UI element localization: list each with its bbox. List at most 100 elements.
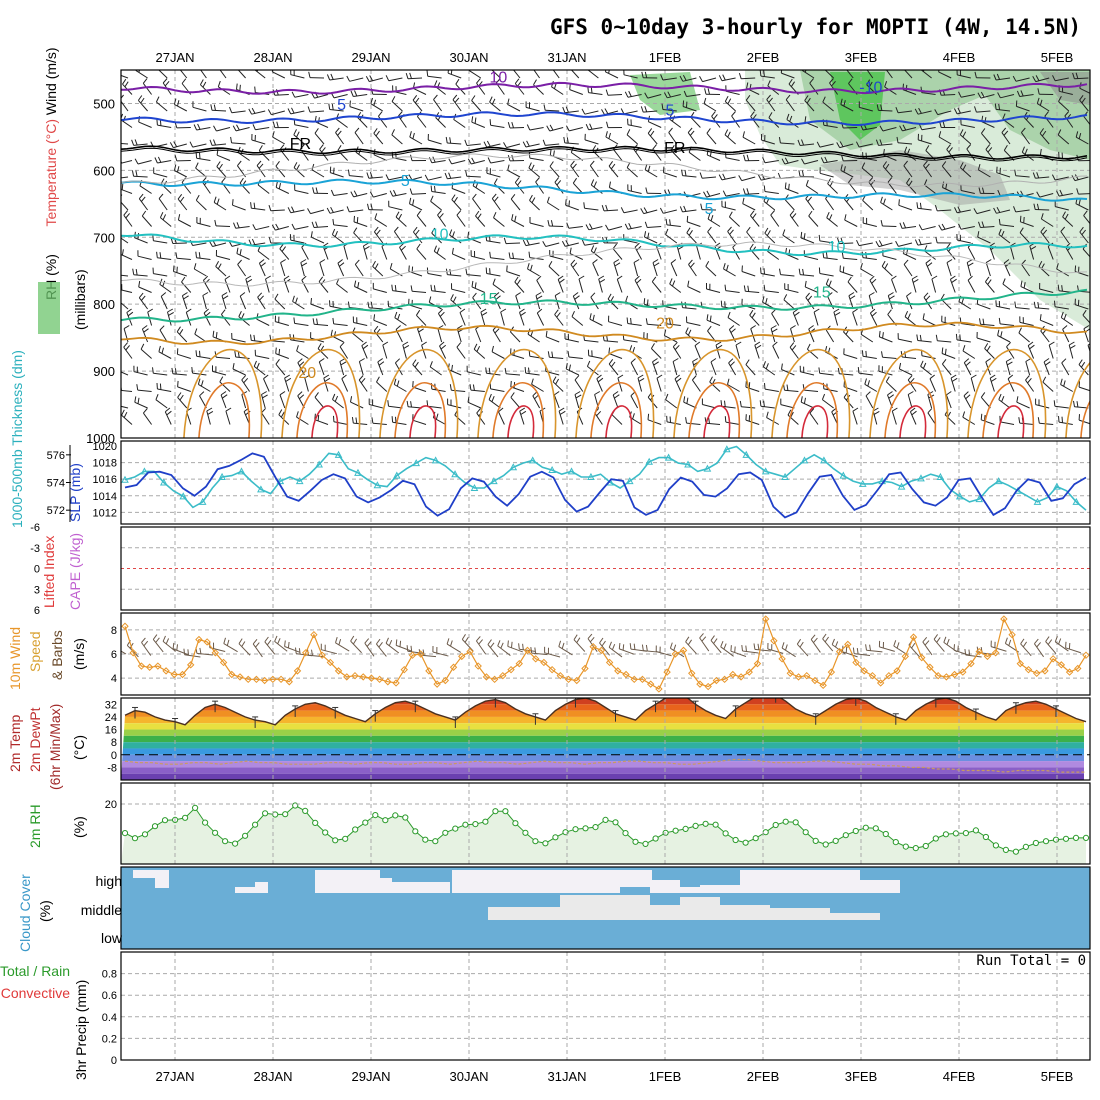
wind-barb-flag (156, 251, 158, 258)
wind-barb-flag (868, 292, 875, 296)
wind-barb (510, 198, 521, 211)
wind-speed-marker (1065, 668, 1074, 676)
wind-barb-flag (1020, 280, 1023, 287)
wind-barb-flag (713, 114, 718, 120)
wind-barb (686, 94, 701, 97)
wind-barb (275, 321, 289, 326)
wind-axis: 864 (111, 625, 117, 685)
wind-barb-flag (910, 407, 916, 413)
wind-barb (721, 206, 736, 211)
rh-marker (352, 826, 359, 833)
wind-barb-flag (448, 158, 453, 165)
wind-barb (903, 253, 917, 260)
wind-barb (412, 290, 427, 293)
rh-marker (552, 834, 559, 841)
wind-barb (557, 279, 564, 293)
wind-barb-flag (141, 210, 147, 217)
wind-barb-flag (989, 374, 996, 379)
contour-lobe (771, 348, 851, 438)
wind-barb-flag (494, 292, 500, 297)
wind-barb (412, 364, 423, 376)
rh-marker (252, 821, 259, 828)
wind-barb-flag (138, 280, 141, 288)
wind-barb (666, 421, 681, 425)
wind-barb-flag (237, 146, 241, 153)
wind-barb (219, 70, 227, 79)
wind-barb (237, 152, 250, 161)
wind-barb (784, 160, 799, 165)
rh-marker (712, 821, 719, 828)
wind-barb-flag (986, 345, 991, 352)
wind-barb-flag (209, 241, 213, 247)
wind-barb (284, 646, 300, 653)
wind-barbs-upper (121, 70, 1090, 425)
wind-barb (551, 86, 564, 95)
wind-barb (572, 295, 580, 310)
wind-barb-flag (685, 636, 690, 643)
wind-barb-flag (526, 124, 531, 131)
wind-barb-flag (791, 213, 797, 219)
wind-barb (121, 237, 129, 244)
rh-marker (412, 828, 419, 835)
wind-barb-flag (665, 317, 668, 324)
wind-speed-marker (737, 673, 745, 681)
wind-barb (879, 336, 893, 343)
wind-barb-flag (743, 154, 746, 161)
rh-marker (161, 817, 169, 824)
wind-barb (940, 298, 952, 310)
wind-barb-flag (724, 400, 726, 407)
wind-barb-flag (751, 312, 756, 319)
wind-barb (519, 411, 525, 425)
thickness-marker (451, 470, 459, 478)
wind-barb-flag (522, 141, 527, 148)
wind-barb (917, 340, 932, 343)
wind-speed-marker (269, 675, 277, 684)
wind-barb-flag (644, 106, 648, 112)
thickness-marker (994, 477, 1003, 485)
wind-barb-flag (683, 396, 686, 403)
wind-barb-flag (251, 238, 256, 245)
wind-barb (447, 142, 462, 145)
wind-barb-flag (772, 341, 778, 347)
wind-barb-flag (997, 92, 1001, 99)
wind-barb (263, 378, 270, 392)
wind-barb-flag (511, 641, 513, 648)
rh-marker (822, 841, 829, 848)
wind-barb-flag (388, 640, 393, 646)
wind-barb-flag (164, 80, 170, 87)
wind-barb (353, 193, 368, 198)
wind-barb-flag (393, 189, 397, 196)
rh-marker (1012, 848, 1020, 855)
wind-barb (1079, 99, 1089, 112)
wind-barb-flag (622, 644, 625, 651)
wind-barb (819, 372, 834, 376)
upper-air-ylabel: RH (%) Temperature (°C) Wind (m/s) (43, 47, 59, 300)
wind-barb-flag (528, 350, 531, 357)
wind-barb-flag (587, 633, 593, 639)
wind-barb-flag (475, 210, 480, 217)
wind-barb-flag (284, 374, 291, 379)
wind-barb (241, 379, 251, 392)
contour-line (121, 153, 1088, 188)
rh-marker (792, 819, 799, 826)
wind-barb (687, 132, 697, 145)
thickness-marker (315, 460, 323, 468)
wind-barb-flag (408, 174, 413, 180)
ylabel-rh-a: 2m RH (27, 804, 43, 848)
wind-barb-flag (822, 633, 827, 640)
rh-marker (202, 819, 209, 826)
wind-barb-flag (493, 178, 498, 184)
wind-barb-flag (489, 268, 491, 275)
wind-barb-flag (355, 417, 358, 424)
wind-barb (977, 303, 991, 310)
wind-barb-flag (410, 285, 413, 292)
wind-barb (545, 143, 560, 146)
wind-barb-flag (996, 73, 1001, 80)
wind-barb (607, 94, 623, 96)
wind-barb-flag (252, 124, 256, 130)
cloud-block-high (680, 887, 700, 893)
wind-barb-flag (511, 121, 514, 128)
wind-barb-flag (925, 145, 930, 151)
wind-barb-flag (578, 275, 585, 280)
wind-barb (525, 106, 540, 112)
